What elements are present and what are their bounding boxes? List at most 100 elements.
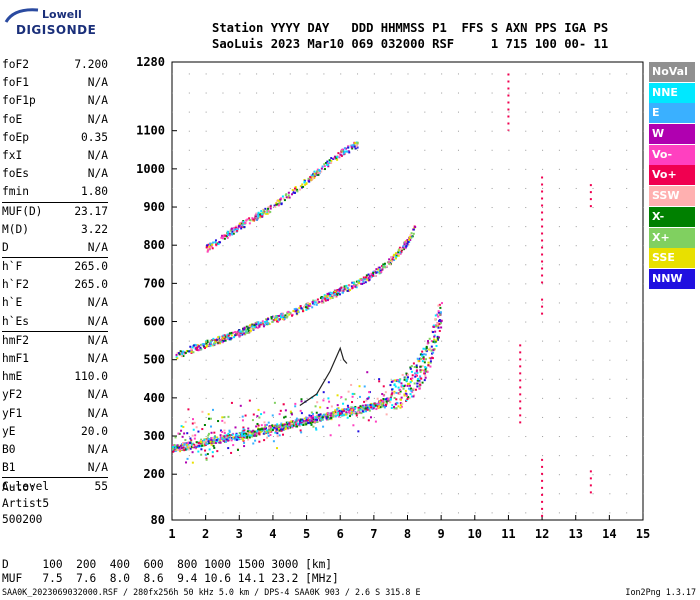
- echo-point: [263, 411, 266, 414]
- grid-dot: [508, 302, 510, 304]
- echo-point: [187, 442, 190, 445]
- grid-dot: [609, 92, 611, 94]
- echo-point: [259, 428, 262, 431]
- echo-point: [393, 405, 396, 408]
- echo-point: [412, 362, 415, 365]
- grid-dot: [457, 378, 459, 380]
- echo-point: [274, 203, 277, 206]
- echo-point: [409, 234, 412, 237]
- echo-point: [201, 441, 204, 444]
- echo-point: [307, 307, 310, 310]
- echo-point: [199, 442, 202, 445]
- echo-point: [213, 439, 216, 442]
- echo-point: [321, 165, 324, 168]
- grid-dot: [188, 111, 190, 113]
- echo-point: [194, 434, 197, 437]
- echo-point: [262, 432, 265, 435]
- grid-dot: [172, 149, 173, 151]
- echo-point: [195, 441, 198, 444]
- echo-point: [224, 437, 227, 440]
- echo-point: [339, 412, 342, 415]
- echo-point: [211, 408, 214, 411]
- grid-dot: [172, 92, 173, 94]
- echo-point: [421, 365, 424, 368]
- echo-point: [363, 409, 366, 412]
- echo-point: [271, 320, 274, 323]
- echo-point: [215, 338, 218, 341]
- grid-dot: [508, 226, 510, 228]
- echo-point: [416, 379, 419, 382]
- grid-dot: [289, 187, 291, 189]
- grid-dot: [222, 226, 224, 228]
- echo-point: [405, 380, 408, 383]
- grid-dot: [222, 359, 224, 361]
- echo-point: [407, 240, 410, 243]
- echo-point: [291, 413, 294, 416]
- echo-point: [334, 290, 337, 293]
- echo-point: [326, 412, 329, 415]
- echo-point: [278, 429, 281, 432]
- echo-point: [253, 325, 256, 328]
- echo-point: [174, 436, 177, 439]
- echo-point: [226, 436, 229, 439]
- echo-point: [384, 398, 387, 401]
- echo-point: [396, 253, 399, 256]
- echo-point: [249, 219, 252, 222]
- echo-point: [251, 419, 254, 422]
- echo-point: [243, 221, 246, 224]
- echo-point: [393, 383, 396, 386]
- grid-dot: [474, 226, 476, 228]
- echo-point: [247, 327, 250, 330]
- echo-point: [436, 322, 439, 325]
- echo-point: [372, 407, 375, 410]
- grid-dot: [457, 264, 459, 266]
- echo-point: [389, 397, 392, 400]
- echo-point: [399, 388, 402, 391]
- echo-point: [181, 443, 184, 446]
- grid-dot: [188, 92, 190, 94]
- echo-point: [178, 353, 181, 356]
- grid-dot: [441, 397, 443, 399]
- echo-point: [302, 423, 305, 426]
- echo-point: [176, 448, 179, 451]
- grid-dot: [542, 474, 544, 476]
- grid-dot: [407, 512, 409, 514]
- echo-point: [242, 220, 245, 223]
- echo-point: [408, 236, 411, 239]
- echo-point: [265, 212, 268, 215]
- echo-point: [338, 424, 341, 427]
- echo-point: [326, 292, 329, 295]
- grid-dot: [340, 130, 342, 132]
- echo-point: [321, 418, 324, 421]
- grid-dot: [239, 397, 241, 399]
- echo-point: [319, 297, 322, 300]
- echo-point: [245, 328, 248, 331]
- echo-point: [270, 317, 273, 320]
- echo-point: [295, 421, 298, 424]
- echo-point: [222, 235, 225, 238]
- grid-dot: [256, 73, 258, 75]
- echo-point: [305, 308, 308, 311]
- echo-point: [368, 409, 371, 412]
- echo-point: [204, 438, 207, 441]
- echo-point: [390, 256, 393, 259]
- grid-dot: [575, 340, 577, 342]
- grid-dot: [306, 92, 308, 94]
- echo-point: [349, 289, 352, 292]
- echo-point: [361, 282, 364, 285]
- echo-point: [258, 428, 261, 431]
- echo-point: [279, 316, 282, 319]
- echo-point: [259, 213, 262, 216]
- echo-point: [313, 418, 316, 421]
- echo-point: [235, 438, 238, 441]
- echo-point: [173, 446, 176, 449]
- echo-point: [310, 414, 313, 417]
- grid-dot: [239, 416, 241, 418]
- echo-point: [399, 378, 402, 381]
- echo-point: [413, 227, 416, 230]
- grid-dot: [558, 73, 560, 75]
- grid-dot: [289, 226, 291, 228]
- echo-point: [187, 350, 190, 353]
- grid-dot: [474, 359, 476, 361]
- echo-point: [244, 331, 247, 334]
